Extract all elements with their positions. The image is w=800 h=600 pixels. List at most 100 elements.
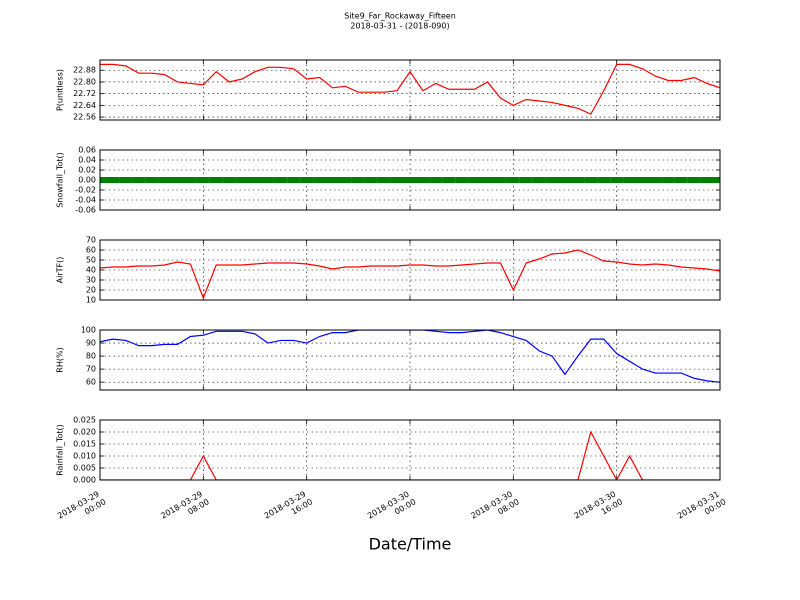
data-marker xyxy=(313,177,327,183)
data-marker xyxy=(106,177,120,183)
data-marker xyxy=(468,177,482,183)
data-line xyxy=(100,63,720,115)
y-tick-label: 0.005 xyxy=(73,464,96,473)
data-marker xyxy=(493,177,507,183)
y-tick-label: 80 xyxy=(86,352,96,361)
data-marker xyxy=(209,177,223,183)
y-tick-label: 0.010 xyxy=(73,452,96,461)
data-marker xyxy=(145,177,159,183)
data-line xyxy=(100,330,720,383)
data-marker xyxy=(196,177,210,183)
y-tick-label: 0.020 xyxy=(73,428,96,437)
data-marker xyxy=(235,177,249,183)
data-marker xyxy=(248,177,262,183)
y-tick-label: 20 xyxy=(86,286,96,295)
data-marker xyxy=(506,177,520,183)
data-marker xyxy=(416,177,430,183)
y-tick-label: 60 xyxy=(86,378,96,387)
data-marker xyxy=(636,177,649,183)
y-tick-label: 50 xyxy=(86,256,96,265)
y-tick-label: 70 xyxy=(86,236,96,245)
y-axis-label: RH(%) xyxy=(56,347,65,372)
data-marker xyxy=(119,177,133,183)
data-marker xyxy=(403,177,417,183)
y-tick-label: 0.02 xyxy=(78,166,96,175)
data-marker xyxy=(519,177,533,183)
data-marker xyxy=(571,177,585,183)
data-marker xyxy=(390,177,404,183)
data-marker xyxy=(100,177,107,183)
plot-area xyxy=(100,430,720,480)
data-marker xyxy=(261,177,275,183)
data-marker xyxy=(481,177,494,183)
plot-frame xyxy=(99,149,721,211)
data-marker xyxy=(351,177,365,183)
data-marker xyxy=(377,177,391,183)
data-marker xyxy=(661,177,675,183)
y-tick-label: 90 xyxy=(86,339,96,348)
data-marker xyxy=(364,177,378,183)
y-tick-label: 30 xyxy=(86,276,96,285)
plot-frame xyxy=(99,59,721,121)
data-marker xyxy=(558,177,572,183)
data-marker xyxy=(274,177,288,183)
plot-frame xyxy=(99,419,721,481)
data-marker xyxy=(687,177,701,183)
y-tick-label: 22.64 xyxy=(73,101,96,110)
data-line xyxy=(100,249,720,300)
y-tick-label: 0.00 xyxy=(78,176,96,185)
data-marker xyxy=(222,177,236,183)
y-tick-label: 22.88 xyxy=(73,66,96,75)
plot-frame xyxy=(99,239,721,301)
y-tick-label: 40 xyxy=(86,266,96,275)
y-tick-label: 0.025 xyxy=(73,416,96,425)
data-marker xyxy=(648,177,662,183)
plot-area xyxy=(100,63,720,115)
plot-area xyxy=(100,330,720,383)
data-marker xyxy=(597,177,611,183)
data-marker xyxy=(623,177,637,183)
data-marker xyxy=(713,177,720,183)
y-tick-label: -0.02 xyxy=(75,186,96,195)
y-axis-label: Snowfall_Tot() xyxy=(56,152,65,208)
y-tick-label: 60 xyxy=(86,246,96,255)
y-tick-label: 22.80 xyxy=(73,77,96,86)
data-marker xyxy=(132,177,146,183)
data-marker xyxy=(455,177,469,183)
data-marker xyxy=(183,177,197,183)
y-tick-label: 100 xyxy=(81,326,96,335)
y-axis-label: Rainfall_Tot() xyxy=(56,424,65,476)
data-marker xyxy=(287,177,301,183)
plot-area xyxy=(100,177,720,183)
chart-title: Site9_Far_Rockaway_Fifteen xyxy=(344,12,456,21)
data-marker xyxy=(300,177,314,183)
y-tick-label: 10 xyxy=(86,296,96,305)
y-tick-label: 22.72 xyxy=(73,89,96,98)
plot-area xyxy=(100,249,720,300)
data-marker xyxy=(610,177,624,183)
data-marker xyxy=(326,177,339,183)
data-marker xyxy=(532,177,546,183)
y-tick-label: 0.04 xyxy=(78,156,96,165)
y-tick-label: 0.015 xyxy=(73,440,96,449)
data-line xyxy=(100,430,720,480)
data-marker xyxy=(674,177,688,183)
y-tick-label: 70 xyxy=(86,365,96,374)
data-marker xyxy=(545,177,559,183)
x-axis-label: Date/Time xyxy=(369,535,452,554)
y-tick-label: 22.56 xyxy=(73,113,96,122)
data-marker xyxy=(338,177,352,183)
plot-frame xyxy=(99,329,721,391)
data-marker xyxy=(429,177,443,183)
y-axis-label: AirTF() xyxy=(56,257,65,284)
data-marker xyxy=(584,177,598,183)
data-marker xyxy=(171,177,184,183)
chart-subtitle: 2018-03-31 - (2018-090) xyxy=(350,22,449,31)
data-marker xyxy=(442,177,456,183)
y-tick-label: -0.04 xyxy=(75,196,96,205)
y-tick-label: 0.06 xyxy=(78,146,96,155)
y-tick-label: -0.06 xyxy=(75,206,96,215)
data-marker xyxy=(158,177,172,183)
y-tick-label: 0.000 xyxy=(73,476,96,485)
